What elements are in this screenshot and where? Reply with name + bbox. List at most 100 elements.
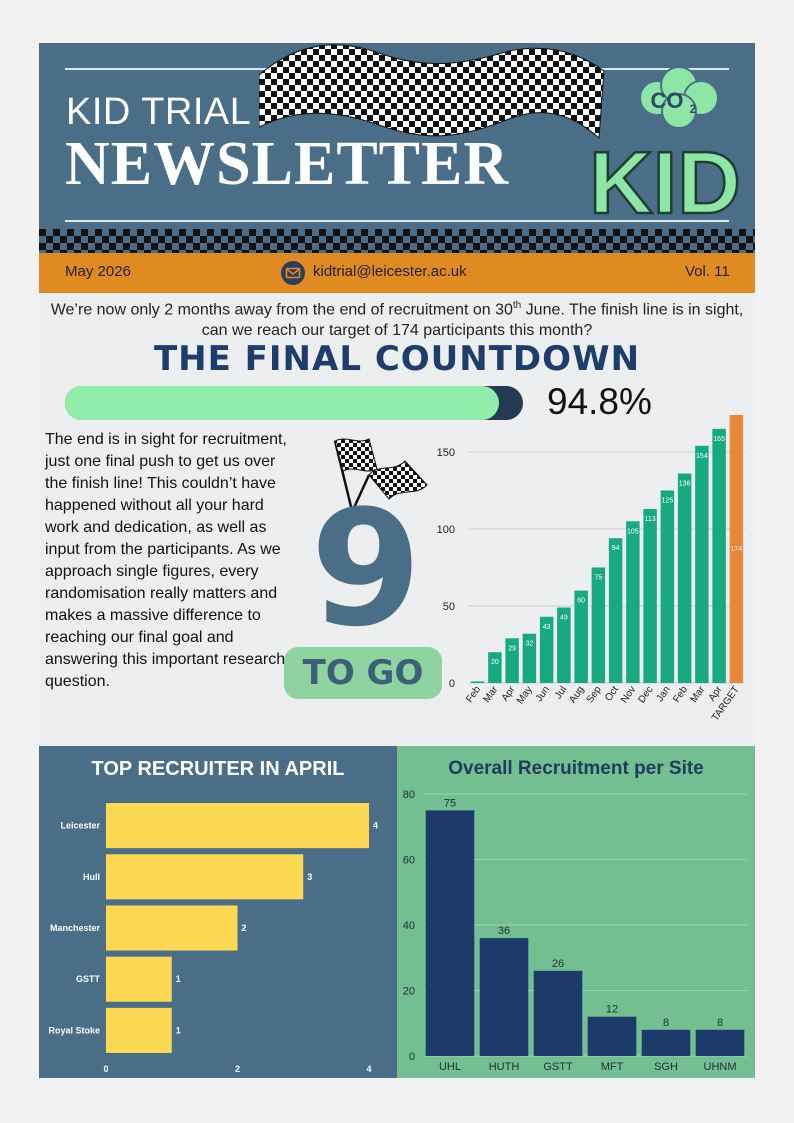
x-tick-label: May <box>515 684 535 706</box>
x-tick-label: Jan <box>655 684 673 704</box>
bar <box>695 1029 745 1056</box>
bar <box>533 970 583 1056</box>
co2-badge-sub: 2 <box>690 102 697 116</box>
data-label: 1 <box>476 688 480 695</box>
y-tick-label: 0 <box>449 678 455 690</box>
progress-fill <box>65 386 500 420</box>
data-label: 29 <box>508 645 516 652</box>
intro-part2: June. The finish line is in sight, can w… <box>201 301 744 340</box>
bar <box>641 1029 691 1056</box>
bar <box>660 490 675 683</box>
bar <box>643 508 657 683</box>
progress-bar <box>65 386 523 420</box>
bar <box>729 415 744 683</box>
body-paragraph: The end is in sight for recruitment, jus… <box>45 431 287 690</box>
x-tick-label: SGH <box>654 1061 678 1073</box>
crossed-flags-icon <box>333 438 428 524</box>
header-title: NEWSLETTER <box>65 130 510 198</box>
bar <box>106 956 172 1002</box>
x-tick-label: UHNM <box>704 1061 737 1073</box>
to-go-label: TO GO <box>302 653 424 693</box>
issue-date: May 2026 <box>65 263 131 280</box>
co2-badge-text: CO <box>651 88 684 113</box>
intro-text: We’re now only 2 months away from the en… <box>39 295 755 341</box>
data-label: 36 <box>498 925 510 937</box>
category-label: Hull <box>83 872 100 882</box>
countdown-title: THE FINAL COUNTDOWN <box>153 339 641 379</box>
kid-logo-text: KID <box>589 133 741 223</box>
data-label: 8 <box>717 1017 723 1029</box>
data-label: 125 <box>662 497 674 504</box>
data-label: 105 <box>627 528 639 535</box>
bar <box>557 607 571 683</box>
data-label: 1 <box>176 1025 181 1035</box>
bar <box>712 428 726 683</box>
x-tick-label: Oct <box>603 684 621 703</box>
header-rule-bottom <box>65 220 729 222</box>
to-go-badge: TO GO <box>284 647 442 699</box>
bar <box>522 633 537 683</box>
data-label: 75 <box>444 797 456 809</box>
y-tick-label: 60 <box>403 855 415 867</box>
bar <box>591 567 606 683</box>
site-recruitment-chart: 0 20 40 60 80 75 UHL 36 HUTH 26 GSTT 12 MFT 8 SGH 8 UHNM <box>403 789 747 1073</box>
y-tick-label: 50 <box>443 601 455 613</box>
x-tick-label: Feb <box>671 684 690 705</box>
category-label: Royal Stoke <box>48 1025 100 1035</box>
x-tick-label: HUTH <box>489 1061 520 1073</box>
y-tick-label: 40 <box>403 920 415 932</box>
bar <box>106 1007 172 1053</box>
data-label: 26 <box>552 958 564 970</box>
x-tick-label: Jun <box>534 684 552 704</box>
kid-co2-logo: CO 2 KID <box>588 66 742 223</box>
site-recruitment-panel: Overall Recruitment per Site 0 20 40 60 80 75… <box>397 746 755 1078</box>
intro-part1: We’re now only 2 months away from the en… <box>50 301 513 319</box>
y-tick-label: 20 <box>403 986 415 998</box>
bar <box>106 854 304 900</box>
y-tick-label: 150 <box>437 447 455 459</box>
x-tick-label: UHL <box>439 1061 461 1073</box>
x-tick-label: 4 <box>366 1064 371 1074</box>
x-tick-label: Dec <box>636 684 655 705</box>
info-bar: May 2026 kidtrial@leicester.ac.uk Vol. 1… <box>39 253 755 293</box>
data-label: 12 <box>606 1004 618 1016</box>
top-recruiter-title: TOP RECRUITER IN APRIL <box>91 758 345 780</box>
bar <box>574 590 588 683</box>
data-label: 75 <box>594 574 602 581</box>
bar <box>106 803 369 849</box>
x-tick-label: Feb <box>464 684 483 705</box>
intro-sup: th <box>512 300 522 311</box>
x-tick-label: 0 <box>103 1064 108 1074</box>
x-tick-label: Mar <box>688 684 707 705</box>
x-tick-label: 2 <box>235 1064 240 1074</box>
bar <box>587 1016 637 1056</box>
data-label: 2 <box>242 923 247 933</box>
data-label: 1 <box>176 974 181 984</box>
monthly-recruitment-chart: 0501001501Feb20Mar29Apr32May43Jun49Jul60… <box>437 415 745 723</box>
y-tick-label: 80 <box>403 789 415 801</box>
bar <box>626 521 640 683</box>
mail-icon <box>281 261 305 285</box>
x-tick-label: Sep <box>585 684 604 705</box>
countdown-number: 9 <box>310 475 422 662</box>
bar <box>479 938 529 1056</box>
data-label: 3 <box>307 872 312 882</box>
y-tick-label: 0 <box>409 1051 415 1063</box>
data-label: 60 <box>577 598 585 605</box>
data-label: 136 <box>679 481 691 488</box>
bar <box>505 638 519 683</box>
contact-email[interactable]: kidtrial@leicester.ac.uk <box>313 263 467 280</box>
bar <box>470 681 485 683</box>
category-label: GSTT <box>76 974 101 984</box>
bar <box>695 445 709 683</box>
checkered-flag-banner <box>259 44 605 140</box>
x-tick-label: Nov <box>619 684 638 705</box>
x-tick-label: GSTT <box>543 1061 573 1073</box>
x-tick-label: Mar <box>481 684 500 705</box>
category-label: Manchester <box>50 923 101 933</box>
volume-number: Vol. 11 <box>685 263 730 280</box>
checker-band <box>39 229 755 253</box>
category-label: Leicester <box>60 821 100 831</box>
data-label: 4 <box>373 821 378 831</box>
newsletter-page: KID TRIAL NEWSLETTER CO 2 KID <box>39 43 755 1078</box>
